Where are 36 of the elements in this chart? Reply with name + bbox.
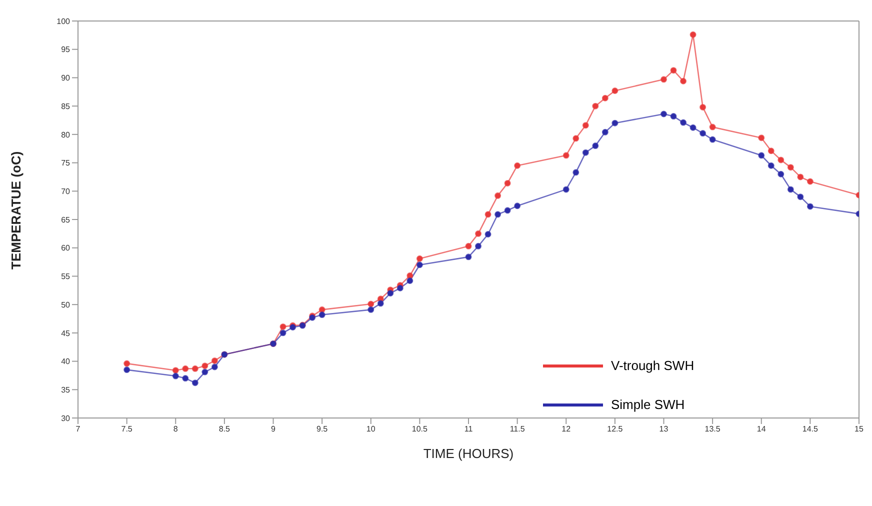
y-tick-label: 85 bbox=[61, 102, 71, 111]
y-tick-label: 70 bbox=[61, 186, 71, 196]
y-tick-label: 35 bbox=[61, 385, 71, 394]
legend-label: V-trough SWH bbox=[611, 358, 694, 373]
y-tick-label: 100 bbox=[56, 16, 71, 26]
x-tick-label: 11.5 bbox=[510, 424, 526, 434]
y-tick-label: 75 bbox=[61, 158, 71, 168]
x-axis-title: TIME (HOURS) bbox=[423, 446, 514, 461]
y-tick-label: 55 bbox=[61, 272, 71, 282]
x-tick-label: 8.5 bbox=[218, 424, 231, 434]
x-tick-label: 9.5 bbox=[316, 424, 328, 434]
y-tick-label: 80 bbox=[61, 130, 71, 140]
x-tick-label: 13.5 bbox=[704, 424, 721, 434]
x-tick-label: 7 bbox=[76, 424, 81, 434]
x-tick-label: 7.5 bbox=[121, 424, 133, 434]
y-tick-label: 45 bbox=[61, 328, 71, 338]
x-tick-label: 8 bbox=[173, 424, 178, 434]
x-tick-label: 12.5 bbox=[607, 424, 624, 434]
x-tick-label: 10.5 bbox=[412, 424, 428, 434]
y-tick-label: 95 bbox=[61, 45, 71, 54]
y-tick-label: 30 bbox=[61, 414, 71, 423]
y-tick-label: 65 bbox=[61, 215, 71, 224]
x-tick-label: 14 bbox=[756, 424, 766, 434]
x-tick-label: 9 bbox=[271, 424, 276, 434]
x-tick-label: 13 bbox=[659, 424, 669, 434]
y-axis-title: TEMPERATUE (oC) bbox=[8, 151, 24, 270]
x-tick-label: 15 bbox=[854, 424, 864, 434]
x-tick-label: 10 bbox=[366, 424, 376, 434]
x-tick-label: 14.5 bbox=[802, 424, 819, 434]
legend-label: Simple SWH bbox=[611, 397, 685, 412]
y-tick-label: 60 bbox=[61, 244, 71, 253]
y-tick-label: 50 bbox=[61, 300, 71, 310]
y-tick-label: 40 bbox=[61, 357, 71, 366]
y-tick-label: 90 bbox=[61, 74, 71, 83]
x-tick-label: 11 bbox=[464, 424, 474, 434]
x-tick-label: 12 bbox=[562, 424, 572, 434]
